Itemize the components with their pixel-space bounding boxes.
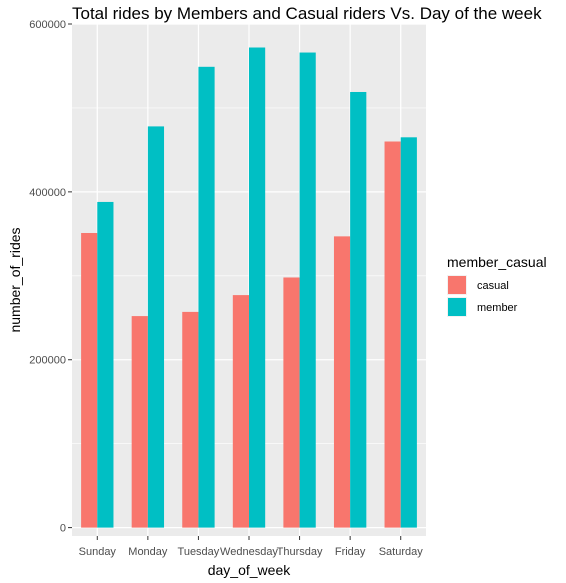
- legend-label-member: member: [477, 302, 518, 314]
- bar-member-friday: [350, 91, 367, 528]
- bar-casual-tuesday: [182, 311, 199, 528]
- bar-casual-thursday: [283, 277, 300, 528]
- bar-casual-friday: [333, 236, 351, 528]
- legend-key-casual: [448, 276, 466, 294]
- chart-title: Total rides by Members and Casual riders…: [72, 4, 542, 23]
- x-tick-label-thursday: Thursday: [277, 546, 323, 558]
- x-tick-label-monday: Monday: [128, 546, 168, 558]
- bar-casual-sunday: [81, 232, 98, 528]
- y-tick-label: 0: [60, 523, 66, 535]
- bar-member-sunday: [97, 201, 114, 528]
- bar-casual-wednesday: [232, 295, 249, 528]
- bars: [81, 47, 417, 528]
- y-axis-title: number_of_rides: [7, 227, 23, 332]
- legend-key-member: [448, 298, 466, 316]
- x-axis-title: day_of_week: [208, 562, 292, 578]
- bar-member-thursday: [299, 52, 316, 528]
- bar-member-tuesday: [198, 66, 215, 528]
- bar-member-wednesday: [249, 47, 266, 528]
- x-tick-label-sunday: Sunday: [79, 546, 117, 558]
- legend: member_casual casual member: [447, 254, 547, 317]
- bar-casual-saturday: [384, 141, 401, 528]
- y-axis: 0 200000 400000 600000: [29, 19, 72, 535]
- y-tick-label: 400000: [29, 187, 66, 199]
- y-tick-label: 600000: [29, 19, 66, 31]
- bar-member-saturday: [400, 137, 417, 528]
- legend-title: member_casual: [447, 254, 547, 270]
- bar-casual-monday: [131, 316, 148, 528]
- x-tick-label-wednesday: Wednesday: [220, 546, 278, 558]
- x-tick-label-saturday: Saturday: [379, 546, 424, 558]
- legend-label-casual: casual: [477, 280, 509, 292]
- x-tick-label-friday: Friday: [335, 546, 366, 558]
- y-tick-label: 200000: [29, 355, 66, 367]
- x-tick-label-tuesday: Tuesday: [178, 546, 220, 558]
- bar-member-monday: [147, 126, 165, 528]
